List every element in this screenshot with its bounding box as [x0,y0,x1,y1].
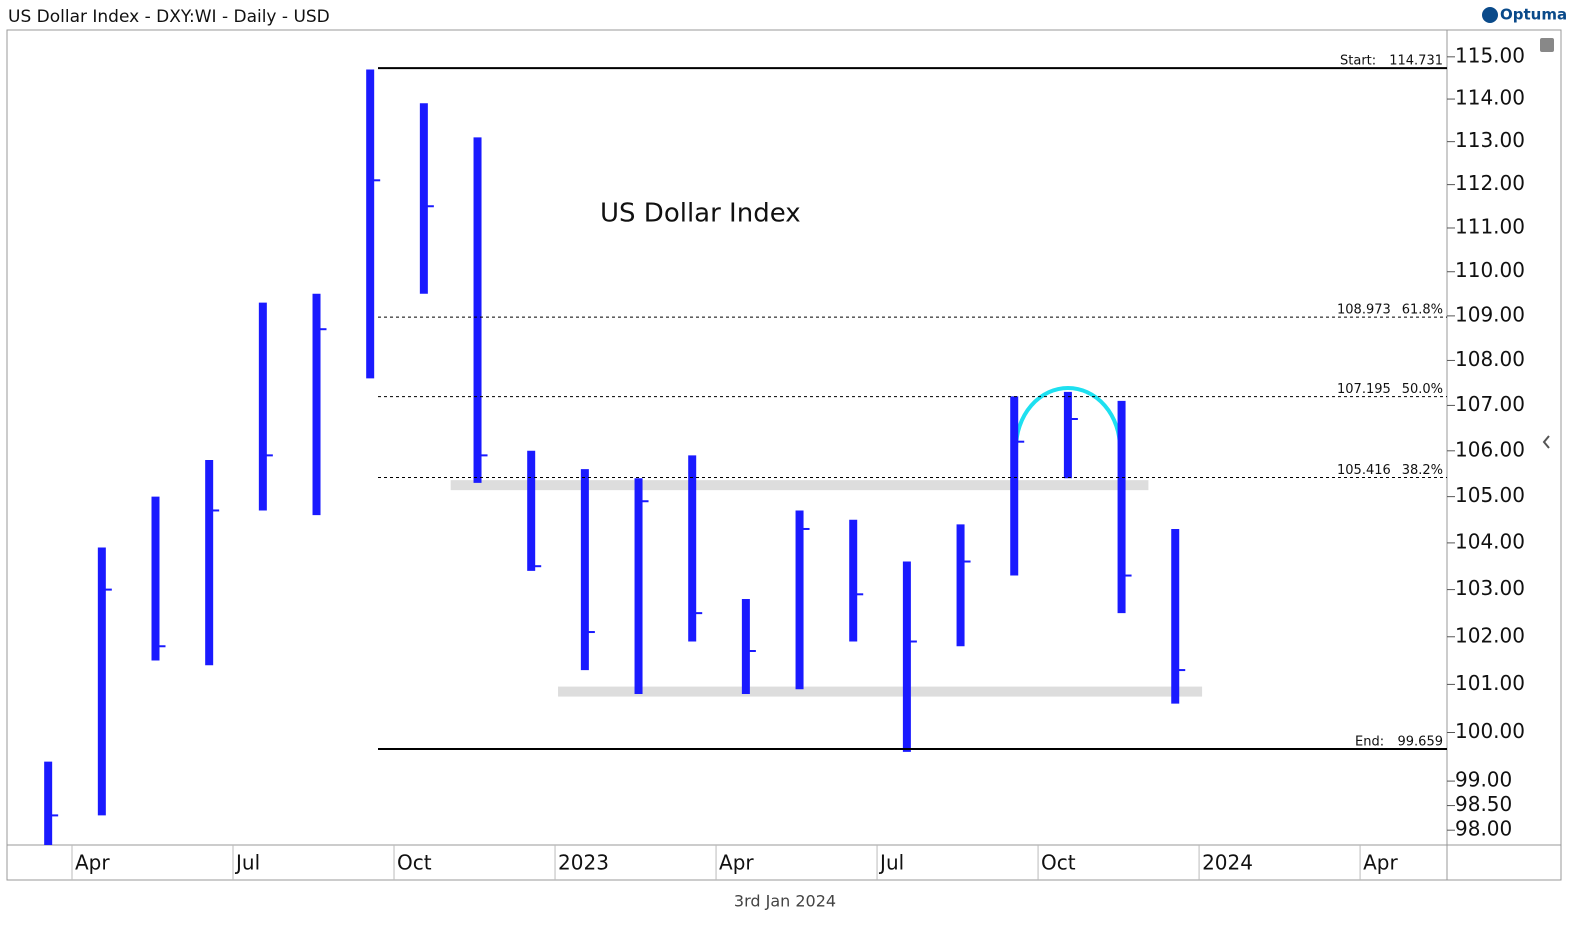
lock-icon [1540,38,1554,52]
y-tick-label: 100.00 [1455,719,1525,743]
y-tick-label: 107.00 [1455,392,1525,416]
y-tick-label: 101.00 [1455,671,1525,695]
x-tick-label: Jul [878,851,904,875]
fib-value: 108.973 [1337,303,1391,318]
chart-title: US Dollar Index - DXY:WI - Daily - USD [8,7,330,27]
x-tick-label: Oct [397,851,432,875]
y-tick-label: 103.00 [1455,576,1525,600]
y-tick-label: 98.00 [1455,817,1512,841]
y-tick-label: 104.00 [1455,529,1525,553]
fib-value: 99.659 [1398,735,1444,750]
support-zone [558,686,1203,697]
fib-label: 61.8% [1402,303,1443,318]
brand-logo [1482,7,1498,23]
fib-value: 105.416 [1337,463,1391,478]
y-tick-label: 115.00 [1455,43,1525,67]
y-tick-label: 106.00 [1455,437,1525,461]
y-tick-label: 112.00 [1455,171,1525,195]
fib-value: 107.195 [1337,382,1391,397]
y-tick-label: 111.00 [1455,214,1525,238]
y-tick-label: 114.00 [1455,86,1525,110]
y-tick-label: 98.50 [1455,792,1512,816]
frame [6,29,1562,881]
x-tick-label: Apr [719,851,754,875]
x-tick-label: 2024 [1202,851,1253,875]
collapse-arrow [1542,435,1550,449]
date-label: 3rd Jan 2024 [734,892,836,911]
support-zone [450,480,1149,491]
fib-label: 50.0% [1402,382,1443,397]
brand: Optuma [1500,6,1567,24]
fib-label: 38.2% [1402,463,1443,478]
y-tick-label: 102.00 [1455,623,1525,647]
y-tick-label: 113.00 [1455,128,1525,152]
rounding-top-arc [1014,386,1122,449]
fib-label: Start: [1340,54,1376,69]
annotation: US Dollar Index [600,199,801,229]
y-tick-label: 110.00 [1455,258,1525,282]
y-tick-label: 108.00 [1455,347,1525,371]
fib-label: End: [1355,735,1384,750]
x-tick-label: Oct [1041,851,1076,875]
x-tick-label: 2023 [558,851,609,875]
y-tick-label: 105.00 [1455,483,1525,507]
x-tick-label: Jul [234,851,260,875]
x-tick-label: Apr [1363,851,1398,875]
y-tick-label: 99.00 [1455,768,1512,792]
fib-value: 114.731 [1389,54,1443,69]
y-tick-label: 109.00 [1455,302,1525,326]
x-tick-label: Apr [75,851,110,875]
